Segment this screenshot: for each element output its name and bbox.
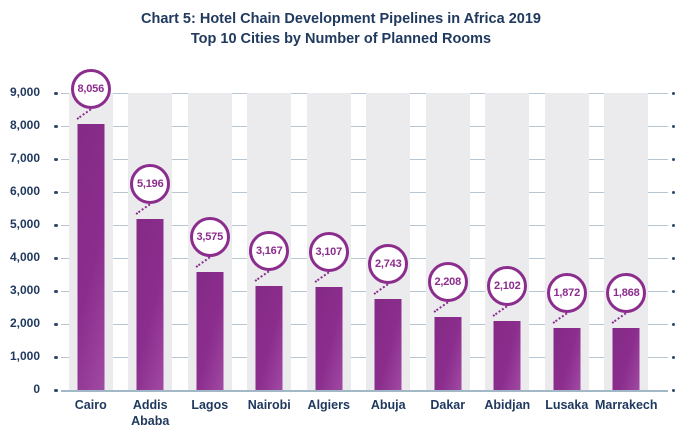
y-tick-label: 3,000	[9, 283, 40, 297]
bar	[493, 320, 521, 390]
y-tick-label: 6,000	[9, 184, 40, 198]
y-axis: 9,000 8,000 7,000 6,000 5,000 4,000 3,00…	[0, 85, 50, 396]
value-callout: 2,743	[368, 244, 409, 285]
value-callout: 2,102	[487, 265, 528, 306]
city-label: Abidjan	[484, 398, 531, 412]
gridline	[54, 157, 675, 161]
y-tick-label: 8,000	[9, 118, 40, 132]
bar-column: 1,868 Marrakech	[595, 93, 658, 412]
gridline	[54, 223, 675, 227]
city-label: Lusaka	[545, 398, 589, 412]
value-label: 2,208	[434, 276, 462, 289]
bar-column: 3,167 Nairobi	[240, 93, 300, 412]
city-label: Abuja	[370, 398, 406, 412]
gridline	[54, 124, 675, 128]
chart-title-line2: Top 10 Cities by Number of Planned Rooms	[190, 31, 492, 47]
y-tick-label: 9,000	[9, 85, 40, 99]
value-callout: 3,107	[308, 232, 349, 273]
bar	[196, 272, 224, 390]
value-label: 3,107	[315, 246, 343, 259]
bar	[612, 328, 640, 390]
value-label: 2,743	[374, 258, 402, 271]
bar-column: 2,102 Abidjan	[478, 93, 538, 412]
y-tick-label: 4,000	[9, 250, 40, 264]
city-label: Dakar	[430, 398, 466, 412]
value-callout: 1,868	[606, 273, 647, 314]
y-tick-label: 1,000	[9, 349, 40, 363]
chart-title: Chart 5: Hotel Chain Development Pipelin…	[0, 9, 682, 49]
bar-column: 2,743 Abuja	[359, 93, 419, 412]
gridline	[54, 355, 675, 359]
value-callout: 3,575	[189, 217, 230, 258]
value-callout: 5,196	[130, 163, 171, 204]
city-label: Nairobi	[247, 398, 291, 412]
city-label: Addis Ababa	[131, 398, 170, 429]
city-label: Algiers	[307, 398, 350, 412]
gridline	[54, 256, 675, 260]
bar-column: 1,872 Lusaka	[537, 93, 597, 412]
value-label: 5,196	[136, 177, 164, 190]
value-callout: 8,056	[70, 69, 111, 110]
value-label: 3,167	[255, 244, 283, 257]
city-label: Lagos	[191, 398, 229, 412]
x-axis-line	[54, 388, 675, 392]
value-callout: 3,167	[249, 230, 290, 271]
bar-columns: 8,056 Cairo 5,196 Addis Ababa 3,575 Lago…	[61, 69, 658, 428]
value-callout: 1,872	[546, 273, 587, 314]
gridline	[54, 190, 675, 194]
city-label: Cairo	[74, 398, 107, 412]
y-tick-label: 2,000	[9, 316, 40, 330]
gridline	[54, 322, 675, 326]
bar	[434, 317, 462, 390]
bar	[255, 285, 283, 390]
value-label: 2,102	[493, 279, 521, 292]
value-label: 1,872	[553, 287, 581, 300]
bar-column: 2,208 Dakar	[418, 93, 478, 412]
city-label: Marrakech	[594, 398, 658, 412]
chart-title-line1: Chart 5: Hotel Chain Development Pipelin…	[141, 11, 541, 27]
y-tick-label: 5,000	[9, 217, 40, 231]
bar-column: 3,575 Lagos	[180, 93, 240, 412]
bar-column: 5,196 Addis Ababa	[121, 93, 181, 428]
value-callout: 2,208	[427, 262, 468, 303]
gridline	[54, 91, 675, 95]
value-label: 1,868	[612, 287, 640, 300]
y-tick-label: 7,000	[9, 151, 40, 165]
bar	[77, 124, 105, 390]
bar-column: 8,056 Cairo	[61, 69, 121, 412]
bar	[136, 218, 164, 390]
plot-area: 9,000 8,000 7,000 6,000 5,000 4,000 3,00…	[10, 69, 675, 428]
y-tick-label: 0	[33, 382, 40, 396]
bar	[315, 287, 343, 390]
bar	[553, 328, 581, 390]
bar	[374, 299, 402, 390]
value-label: 3,575	[196, 231, 224, 244]
bar-column: 3,107 Algiers	[299, 93, 359, 412]
value-label: 8,056	[77, 83, 105, 96]
gridline	[54, 289, 675, 293]
